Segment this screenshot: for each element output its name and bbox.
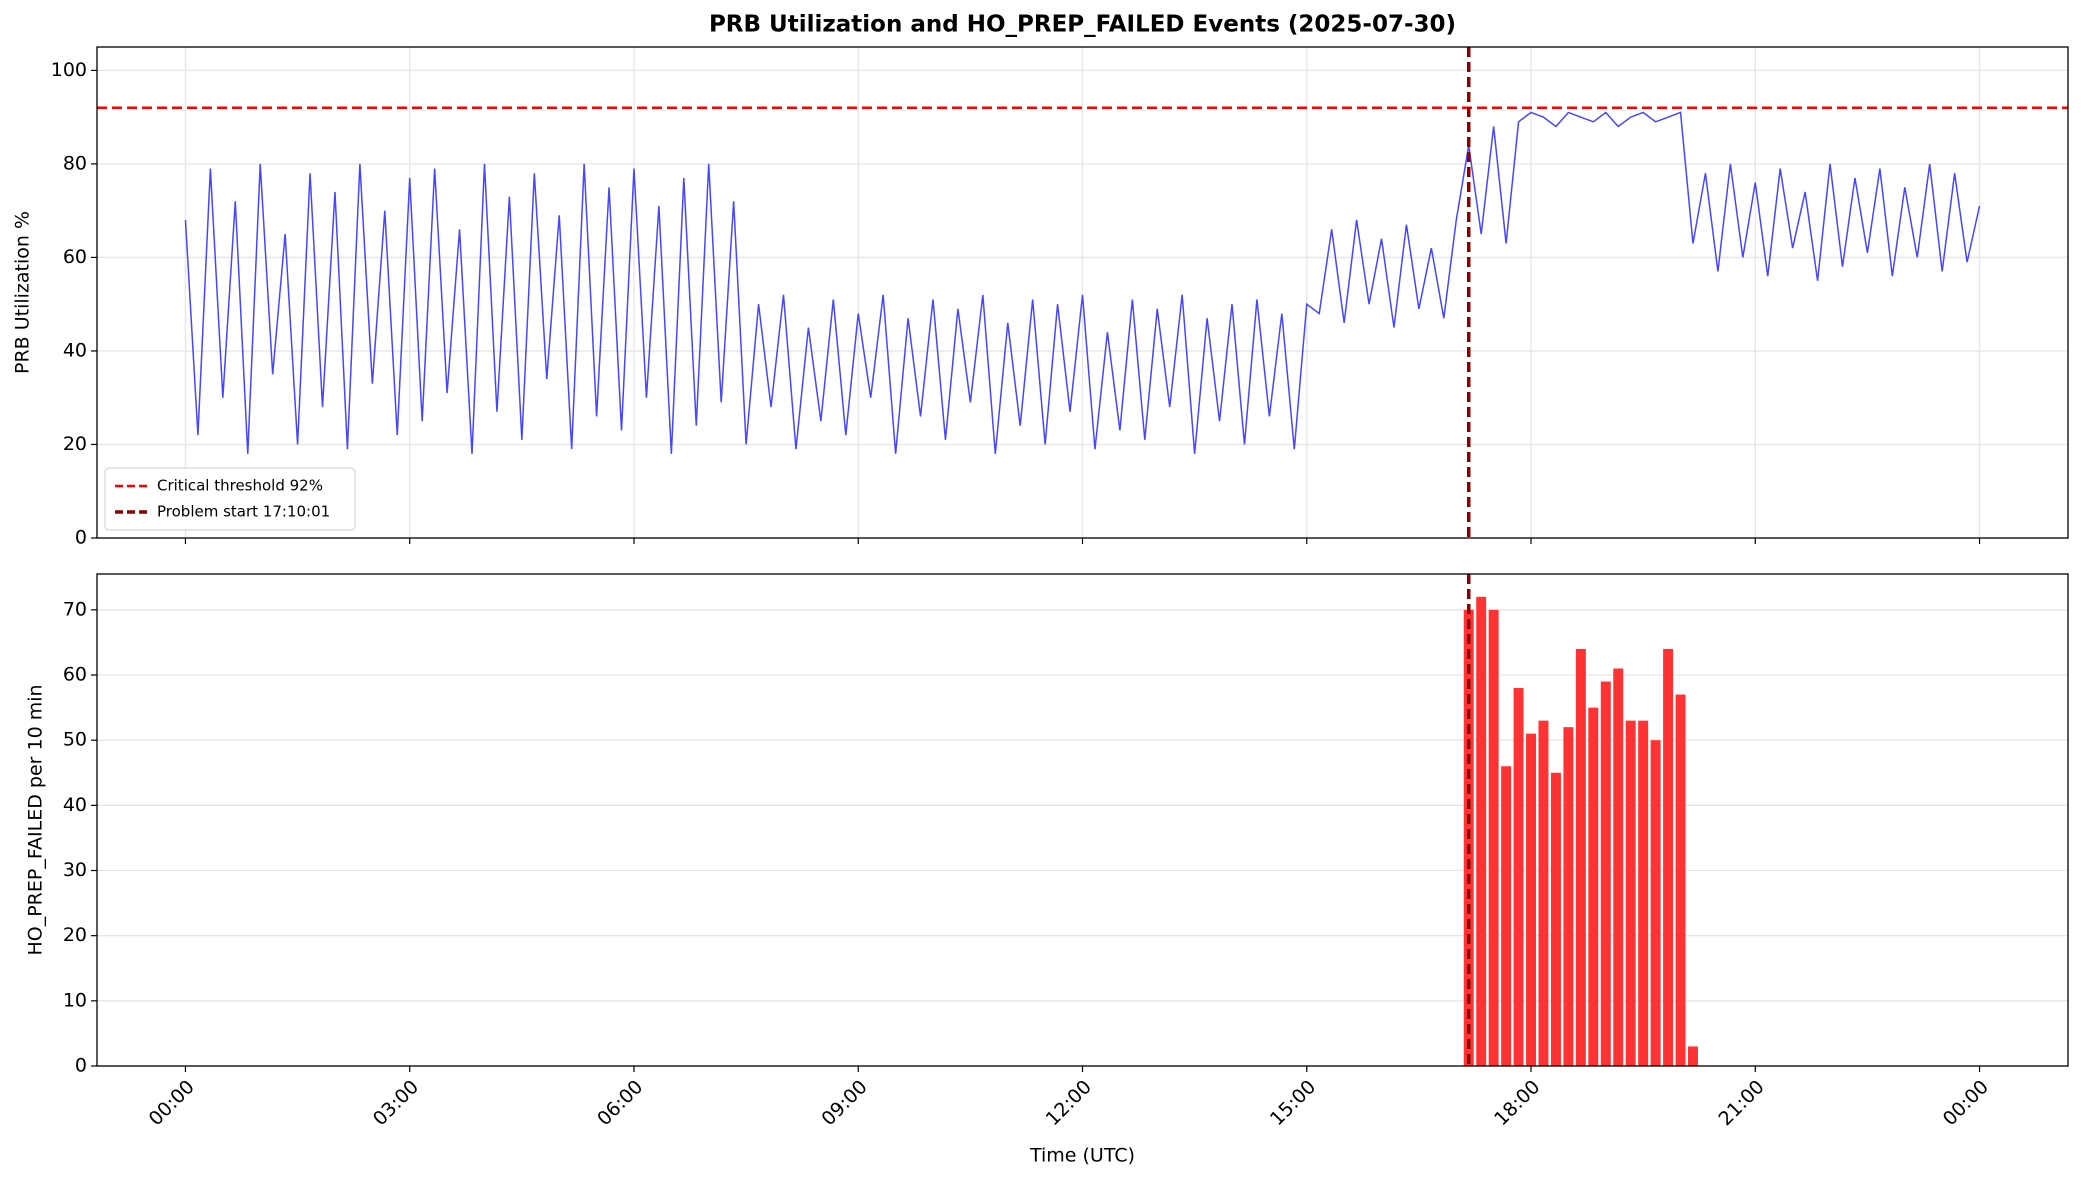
x-tick-label: 18:00: [1490, 1076, 1544, 1130]
bar: [1501, 766, 1512, 1066]
bar: [1675, 694, 1686, 1066]
x-tick-label: 09:00: [817, 1076, 871, 1130]
y-tick-label: 60: [63, 246, 87, 268]
y-tick-label: 0: [75, 527, 87, 549]
data-line: [184, 111, 1981, 454]
bar: [1575, 648, 1586, 1066]
axes-frame: [96, 573, 2069, 1067]
y-tick-label: 40: [63, 794, 87, 816]
y-tick-label: 0: [75, 1055, 87, 1077]
bar: [1526, 733, 1537, 1066]
legend-box: [104, 467, 356, 531]
x-tick-label: 06:00: [593, 1076, 647, 1130]
bar: [1638, 720, 1649, 1066]
y-axis-label: HO_PREP_FAILED per 10 min: [25, 684, 47, 955]
bar: [1688, 1046, 1698, 1066]
bar: [1600, 681, 1611, 1066]
bar: [1650, 740, 1661, 1066]
y-tick-label: 100: [51, 59, 87, 81]
y-tick-label: 20: [63, 924, 87, 946]
x-tick-label: 21:00: [1714, 1076, 1768, 1130]
y-tick-label: 20: [63, 433, 87, 455]
chart-title: PRB Utilization and HO_PREP_FAILED Event…: [709, 12, 1456, 38]
bar: [1513, 688, 1524, 1066]
legend-label: Critical threshold 92%: [157, 477, 323, 495]
y-tick-label: 30: [63, 859, 87, 881]
y-axis-label: PRB Utilization %: [12, 211, 34, 374]
bar: [1476, 596, 1487, 1066]
x-tick-label: 12:00: [1042, 1076, 1096, 1130]
y-tick-label: 40: [63, 339, 87, 361]
x-tick-label: 00:00: [1939, 1076, 1993, 1130]
y-tick-label: 10: [63, 989, 87, 1011]
bar: [1663, 648, 1674, 1066]
y-tick-label: 50: [63, 729, 87, 751]
x-tick-label: 03:00: [369, 1076, 423, 1130]
axes-frame: [96, 46, 2069, 539]
bar: [1488, 609, 1499, 1066]
y-tick-label: 60: [63, 664, 87, 686]
bar: [1538, 720, 1549, 1066]
x-axis-label: Time (UTC): [1029, 1145, 1135, 1167]
bar: [1550, 772, 1561, 1066]
bar: [1625, 720, 1636, 1066]
x-tick-label: 15:00: [1266, 1076, 1320, 1130]
y-tick-label: 70: [63, 598, 87, 620]
bar: [1588, 707, 1599, 1066]
bar: [1613, 668, 1624, 1066]
x-tick-label: 00:00: [145, 1076, 199, 1130]
y-tick-label: 80: [63, 152, 87, 174]
bar: [1563, 727, 1574, 1066]
legend-label: Problem start 17:10:01: [157, 503, 330, 521]
